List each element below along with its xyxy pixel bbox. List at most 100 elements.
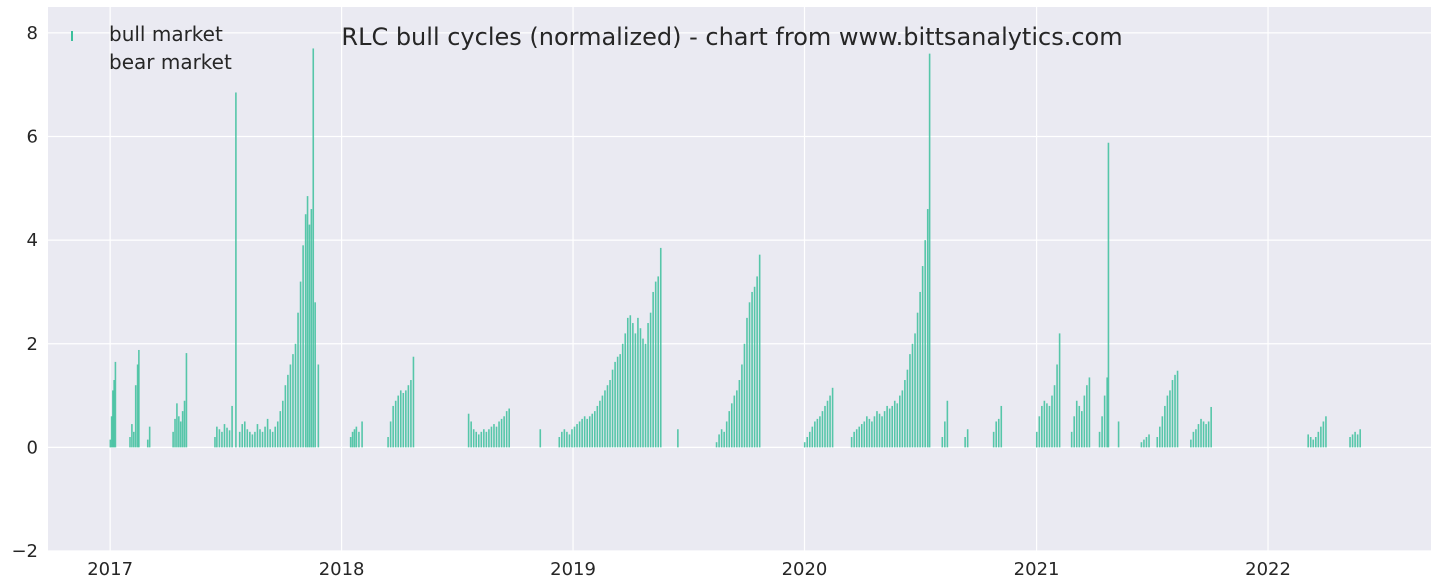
bull-bar (495, 426, 498, 448)
bull-bar (185, 353, 188, 448)
bull-bar (485, 431, 488, 448)
bull-bar (355, 426, 358, 448)
bull-bar (878, 413, 881, 448)
bull-bar (753, 286, 756, 448)
bull-bar (1056, 364, 1058, 448)
bull-bar (621, 343, 624, 448)
bull-bar (743, 343, 746, 448)
bull-bar (1210, 406, 1212, 448)
bull-bar (1174, 374, 1176, 448)
bull-bar (741, 364, 743, 448)
bull-bar (886, 405, 888, 448)
bull-bar (113, 380, 115, 448)
bull-bar (246, 429, 249, 448)
x-tick-label: 2019 (550, 559, 596, 580)
bull-bar (467, 413, 470, 448)
bull-bar (866, 416, 868, 448)
bull-bar (906, 369, 909, 448)
bull-bar (578, 421, 581, 448)
bull-bar (1000, 405, 1003, 448)
bull-bar (214, 437, 216, 448)
bull-bar (946, 400, 949, 448)
bull-bar (876, 411, 878, 448)
bull-bar (249, 431, 251, 448)
bull-bar (508, 408, 510, 448)
bull-bar (1053, 385, 1056, 448)
bull-bar (629, 315, 632, 448)
bull-bar (715, 442, 718, 448)
bull-bar (1046, 403, 1048, 448)
bull-bar (725, 421, 728, 448)
bull-bar (1176, 370, 1179, 448)
bull-bar (498, 421, 500, 448)
bull-bar (1041, 405, 1043, 448)
bull-bar (1148, 434, 1150, 448)
bull-bar (596, 405, 599, 448)
bull-bar (183, 400, 186, 448)
bull-bar (410, 380, 412, 448)
bull-bar (269, 429, 271, 448)
bull-bar (1145, 437, 1148, 448)
bull-bar (858, 426, 861, 448)
bull-bar (756, 276, 758, 448)
bull-bar (131, 424, 133, 448)
bull-bar (829, 395, 831, 448)
bull-bar (353, 429, 356, 448)
bull-bar (911, 343, 914, 448)
bull-bar (594, 411, 596, 448)
bull-bar (1325, 416, 1327, 448)
bull-bar (677, 429, 679, 448)
bull-bar (941, 437, 944, 448)
bull-bar (488, 429, 490, 448)
bull-bar (871, 421, 873, 448)
bull-bar (1202, 421, 1205, 448)
bull-bar (1035, 431, 1038, 448)
bull-bar (238, 431, 241, 448)
bull-bar (1058, 333, 1061, 448)
bull-bar (349, 437, 352, 448)
bull-bar (588, 416, 591, 448)
bull-bar (148, 426, 151, 448)
bull-bar (909, 354, 911, 448)
bull-bar (216, 426, 218, 448)
bull-bar (916, 312, 919, 448)
bull-bar (853, 431, 855, 448)
bull-bar (1192, 431, 1195, 448)
bull-bar (964, 437, 966, 448)
bull-bar (899, 395, 901, 448)
bull-bar (563, 429, 566, 448)
bull-bar (736, 390, 738, 448)
bull-bar (919, 291, 921, 448)
bull-bar (505, 411, 508, 448)
y-tick-label: 0 (27, 437, 38, 458)
bull-bar (276, 421, 279, 448)
bull-bar (271, 431, 274, 448)
bull-bar (1354, 431, 1356, 448)
bull-bar (803, 442, 806, 448)
bull-bar (728, 411, 731, 448)
bull-bar (657, 276, 660, 448)
bull-bar (314, 302, 316, 448)
bull-bar (730, 403, 733, 448)
bull-bar (1106, 377, 1108, 448)
bull-bar (1207, 421, 1210, 448)
legend-bull-swatch (71, 31, 73, 41)
bull-bar (1103, 395, 1106, 448)
bull-bar (571, 429, 573, 448)
bull-bar (254, 431, 256, 448)
bull-bar (1117, 421, 1120, 448)
bull-bar (831, 387, 834, 448)
bull-bar (358, 431, 360, 448)
bull-bar (146, 439, 149, 448)
bull-bar (824, 405, 826, 448)
bull-bar (361, 421, 363, 448)
bull-bar (470, 421, 472, 448)
bull-bar (811, 426, 814, 448)
bull-bar (274, 426, 277, 448)
y-tick-label: 6 (27, 127, 38, 148)
bull-bar (259, 429, 261, 448)
bull-bar (826, 400, 829, 448)
bull-bar (317, 364, 320, 448)
